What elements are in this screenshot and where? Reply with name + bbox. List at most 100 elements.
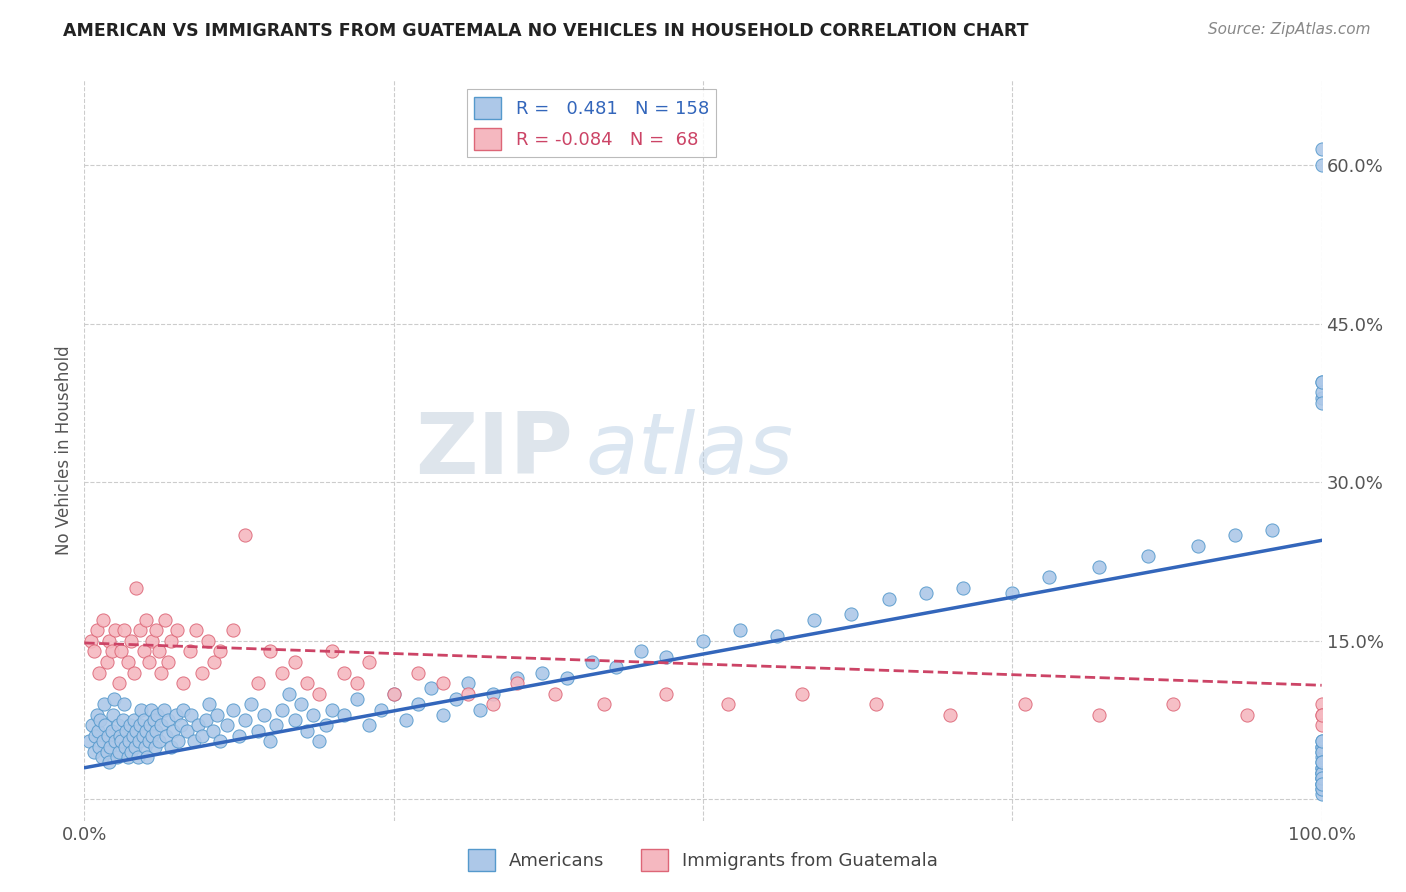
Point bbox=[191, 665, 214, 680]
Point bbox=[145, 723, 167, 738]
Point bbox=[84, 729, 107, 743]
Point bbox=[382, 687, 405, 701]
Point bbox=[457, 676, 479, 690]
Point bbox=[284, 713, 307, 727]
Point bbox=[357, 718, 380, 732]
Point bbox=[124, 739, 146, 754]
Point bbox=[101, 707, 124, 722]
Point bbox=[1310, 772, 1333, 786]
Point bbox=[315, 718, 337, 732]
Point bbox=[1014, 698, 1036, 712]
Point bbox=[96, 655, 118, 669]
Point bbox=[1161, 698, 1184, 712]
Point bbox=[162, 723, 184, 738]
Point bbox=[205, 707, 228, 722]
Point bbox=[1001, 586, 1024, 600]
Point bbox=[1310, 750, 1333, 764]
Y-axis label: No Vehicles in Household: No Vehicles in Household bbox=[55, 345, 73, 556]
Point bbox=[114, 739, 136, 754]
Point bbox=[1310, 391, 1333, 405]
Point bbox=[132, 644, 155, 658]
Point bbox=[136, 750, 159, 764]
Point bbox=[89, 665, 111, 680]
Point bbox=[717, 698, 740, 712]
Text: ZIP: ZIP bbox=[415, 409, 574, 492]
Point bbox=[246, 676, 269, 690]
Point bbox=[222, 624, 245, 638]
Point bbox=[179, 644, 201, 658]
Point bbox=[125, 723, 148, 738]
Point bbox=[655, 687, 678, 701]
Point bbox=[138, 655, 160, 669]
Point bbox=[865, 698, 887, 712]
Point bbox=[1310, 756, 1333, 770]
Point bbox=[98, 756, 121, 770]
Point bbox=[122, 665, 145, 680]
Point bbox=[302, 707, 325, 722]
Point bbox=[83, 745, 105, 759]
Point bbox=[148, 644, 170, 658]
Point bbox=[94, 718, 117, 732]
Point bbox=[143, 739, 166, 754]
Point bbox=[1236, 707, 1258, 722]
Point bbox=[346, 676, 368, 690]
Point bbox=[1310, 707, 1333, 722]
Point bbox=[581, 655, 603, 669]
Point bbox=[382, 687, 405, 701]
Point bbox=[110, 644, 132, 658]
Point bbox=[1310, 718, 1333, 732]
Point bbox=[1310, 776, 1333, 791]
Point bbox=[346, 692, 368, 706]
Point bbox=[112, 624, 135, 638]
Point bbox=[89, 739, 111, 754]
Point bbox=[271, 703, 294, 717]
Point bbox=[122, 713, 145, 727]
Point bbox=[308, 687, 330, 701]
Point bbox=[91, 734, 114, 748]
Point bbox=[1310, 739, 1333, 754]
Point bbox=[89, 713, 111, 727]
Point bbox=[470, 703, 492, 717]
Point bbox=[1310, 698, 1333, 712]
Point bbox=[1310, 781, 1333, 796]
Point bbox=[96, 745, 118, 759]
Point bbox=[183, 734, 205, 748]
Point bbox=[129, 703, 152, 717]
Point bbox=[277, 687, 299, 701]
Point bbox=[1310, 158, 1333, 172]
Point bbox=[86, 707, 108, 722]
Point bbox=[259, 644, 281, 658]
Point bbox=[259, 734, 281, 748]
Point bbox=[108, 676, 131, 690]
Point bbox=[202, 723, 225, 738]
Point bbox=[79, 633, 101, 648]
Point bbox=[357, 655, 380, 669]
Point bbox=[139, 718, 162, 732]
Point bbox=[233, 713, 256, 727]
Point bbox=[228, 729, 250, 743]
Point bbox=[86, 624, 108, 638]
Point bbox=[543, 687, 565, 701]
Point bbox=[1137, 549, 1160, 564]
Point bbox=[83, 644, 105, 658]
Point bbox=[103, 692, 125, 706]
Point bbox=[117, 655, 139, 669]
Point bbox=[157, 655, 180, 669]
Point bbox=[295, 723, 318, 738]
Point bbox=[914, 586, 936, 600]
Point bbox=[1310, 761, 1333, 775]
Point bbox=[655, 649, 678, 664]
Point bbox=[1310, 734, 1333, 748]
Point bbox=[108, 745, 131, 759]
Point bbox=[134, 739, 156, 754]
Point bbox=[1038, 570, 1060, 584]
Point bbox=[160, 739, 183, 754]
Point bbox=[605, 660, 627, 674]
Point bbox=[132, 713, 155, 727]
Point bbox=[593, 698, 616, 712]
Point bbox=[176, 723, 198, 738]
Point bbox=[1261, 523, 1284, 537]
Point bbox=[233, 528, 256, 542]
Point bbox=[120, 633, 142, 648]
Point bbox=[120, 718, 142, 732]
